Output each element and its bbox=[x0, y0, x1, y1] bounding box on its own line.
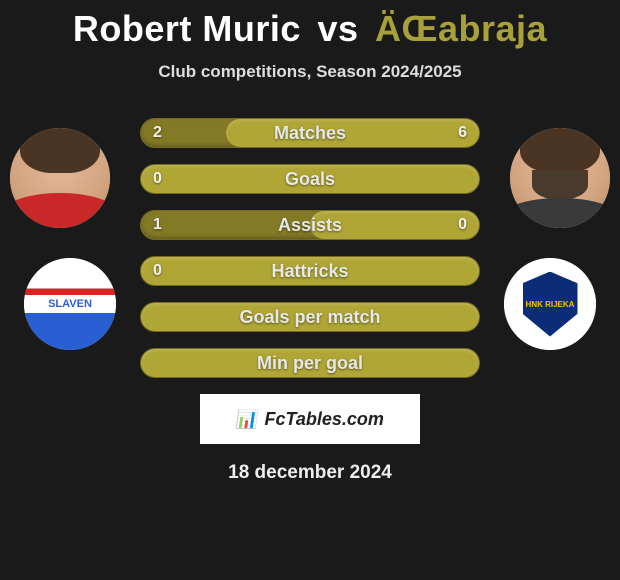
stat-label: Matches bbox=[141, 123, 479, 144]
stat-row: Goals per match bbox=[140, 302, 480, 332]
stat-label: Goals bbox=[141, 169, 479, 190]
stat-label: Assists bbox=[141, 215, 479, 236]
stat-row: Min per goal bbox=[140, 348, 480, 378]
vs-label: vs bbox=[317, 8, 358, 49]
player2-club-badge: HNK RIJEKA bbox=[504, 258, 596, 350]
rijeka-badge-icon: HNK RIJEKA bbox=[504, 258, 596, 350]
beard-icon bbox=[532, 170, 588, 200]
stat-value-right: 0 bbox=[458, 216, 467, 234]
page-title: Robert Muric vs ÄŒabraja bbox=[0, 8, 620, 50]
stat-label: Min per goal bbox=[141, 353, 479, 374]
face-icon bbox=[10, 128, 110, 228]
stat-row: 2Matches6 bbox=[140, 118, 480, 148]
club-right-name: HNK RIJEKA bbox=[526, 300, 575, 309]
player1-name: Robert Muric bbox=[73, 8, 301, 49]
shield-icon: HNK RIJEKA bbox=[523, 272, 578, 337]
branding-banner: 📊 FcTables.com bbox=[200, 394, 420, 444]
stat-value-right: 6 bbox=[458, 124, 467, 142]
player1-avatar bbox=[10, 128, 110, 228]
subtitle: Club competitions, Season 2024/2025 bbox=[0, 62, 620, 82]
jersey-icon bbox=[10, 193, 110, 228]
chart-icon: 📊 bbox=[235, 409, 260, 430]
branding-text: FcTables.com bbox=[265, 409, 384, 430]
footer-date: 18 december 2024 bbox=[0, 462, 620, 484]
player1-club-badge: SLAVEN bbox=[24, 258, 116, 350]
player2-name: ÄŒabraja bbox=[375, 8, 547, 49]
stat-label: Goals per match bbox=[141, 307, 479, 328]
stat-label: Hattricks bbox=[141, 261, 479, 282]
face-icon bbox=[510, 128, 610, 228]
stat-row: 0Hattricks bbox=[140, 256, 480, 286]
player2-avatar bbox=[510, 128, 610, 228]
stat-bars: 2Matches60Goals1Assists00HattricksGoals … bbox=[140, 118, 480, 378]
club-left-name: SLAVEN bbox=[48, 298, 92, 310]
stats-area: SLAVEN HNK RIJEKA 2Matches60Goals1Assist… bbox=[0, 118, 620, 378]
comparison-card: Robert Muric vs ÄŒabraja Club competitio… bbox=[0, 0, 620, 484]
stat-row: 1Assists0 bbox=[140, 210, 480, 240]
stat-row: 0Goals bbox=[140, 164, 480, 194]
slaven-badge-icon: SLAVEN bbox=[24, 258, 116, 350]
jersey-icon bbox=[510, 198, 610, 228]
